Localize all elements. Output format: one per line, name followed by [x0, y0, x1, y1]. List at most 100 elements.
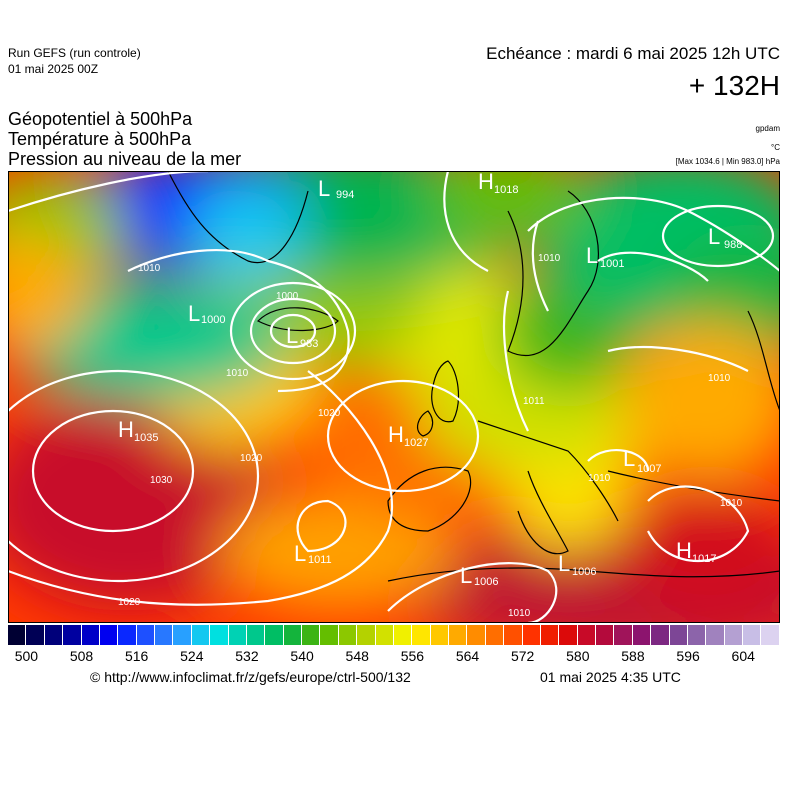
- color-scale-tick: 588: [621, 648, 645, 664]
- color-swatch: [63, 625, 82, 645]
- color-scale-tick: 532: [235, 648, 259, 664]
- color-scale-tick: 596: [676, 648, 700, 664]
- isobar-label: 1010: [720, 498, 743, 509]
- color-swatch: [706, 625, 725, 645]
- color-swatch: [577, 625, 596, 645]
- color-scale-ticks: 500 508 516 524 532 540 548 556 564 572 580 588 596 6…: [8, 648, 780, 668]
- low-value: 983: [300, 338, 318, 350]
- color-scale-tick: 604: [731, 648, 755, 664]
- parameter-geopotential: Géopotentiel à 500hPa: [8, 109, 193, 129]
- color-swatch: [265, 625, 284, 645]
- forecast-valid-time: Echéance : mardi 6 mai 2025 12h UTC: [486, 44, 780, 63]
- isobar-label: 1010: [508, 608, 531, 619]
- color-swatch: [632, 625, 652, 645]
- color-swatch: [357, 625, 376, 645]
- isobar-label: 1030: [150, 475, 173, 486]
- run-date: 01 mai 2025 00Z: [8, 62, 99, 76]
- color-swatch: [375, 625, 394, 645]
- color-scale-tick: 572: [510, 648, 535, 664]
- low-letter: L: [318, 176, 330, 201]
- color-swatch: [449, 625, 468, 645]
- color-scale-tick: 548: [345, 648, 369, 664]
- isobar-label: 1010: [588, 473, 611, 484]
- color-scale-tick: 556: [400, 648, 425, 664]
- color-swatch: [467, 625, 486, 645]
- high-letter: H: [118, 417, 134, 442]
- low-value: 988: [724, 239, 742, 251]
- color-swatch: [173, 625, 192, 645]
- color-swatch: [412, 625, 431, 645]
- color-swatch: [320, 625, 339, 645]
- color-swatch: [118, 625, 137, 645]
- isobars: [8, 171, 780, 623]
- isobar-label: 1000: [276, 291, 299, 302]
- color-swatch: [81, 625, 100, 645]
- color-swatch: [651, 625, 670, 645]
- color-swatch: [44, 625, 64, 645]
- isobar-label: 1010: [226, 368, 249, 379]
- low-value: 1007: [637, 463, 661, 475]
- color-swatch: [540, 625, 560, 645]
- color-swatch: [302, 625, 321, 645]
- color-scale-tick: 508: [69, 648, 94, 664]
- isobar-labels: 1030 1020 1020 1020 1010 1010 1010 1010 …: [118, 253, 743, 619]
- parameter-pressure: Pression au niveau de la mer: [8, 149, 242, 169]
- isobar-label: 1020: [118, 597, 141, 608]
- high-value: 1017: [692, 553, 716, 565]
- low-value: 1001: [600, 258, 624, 270]
- map-frame: [8, 171, 780, 623]
- color-scale-tick: 524: [180, 648, 204, 664]
- color-swatch: [761, 625, 780, 645]
- generation-time: 01 mai 2025 4:35 UTC: [540, 669, 681, 685]
- unit-temperature: °C: [771, 143, 780, 152]
- geopotential-field: [8, 171, 780, 623]
- color-swatch: [485, 625, 505, 645]
- lead-time: + 132H: [688, 70, 780, 101]
- isobar-label: 1010: [708, 373, 731, 384]
- color-swatch: [430, 625, 449, 645]
- unit-pressure-range: [Max 1034.6 | Min 983.0] hPa: [675, 157, 780, 166]
- color-swatch: [246, 625, 266, 645]
- pressure-centers: H 1035 H 1027 H 1018 H 1017 L 983 L 994 …: [118, 171, 742, 588]
- unit-geopotential: gpdam: [755, 124, 780, 133]
- isobar-label: 1020: [240, 453, 263, 464]
- isobar-label: 1010: [538, 253, 561, 264]
- color-scale-tick: 564: [455, 648, 480, 664]
- color-swatch: [743, 625, 762, 645]
- color-scale-tick: 500: [14, 648, 39, 664]
- color-swatch: [283, 625, 302, 645]
- color-swatch: [99, 625, 119, 645]
- color-swatch: [338, 625, 358, 645]
- weather-map: H 1035 H 1027 H 1018 H 1017 L 983 L 994 …: [8, 171, 780, 623]
- high-letter: H: [388, 422, 404, 447]
- color-swatch: [228, 625, 247, 645]
- high-value: 1027: [404, 437, 428, 449]
- color-swatch: [724, 625, 743, 645]
- color-swatch: [596, 625, 615, 645]
- high-value: 1035: [134, 432, 158, 444]
- low-letter: L: [188, 301, 200, 326]
- color-swatch: [155, 625, 174, 645]
- low-letter: L: [460, 563, 472, 588]
- color-swatch: [687, 625, 707, 645]
- color-scale-tick: 516: [124, 648, 149, 664]
- low-letter: L: [294, 541, 306, 566]
- color-scale-tick: 540: [290, 648, 314, 664]
- color-swatch: [393, 625, 413, 645]
- color-scale: [8, 625, 780, 645]
- low-letter: L: [558, 551, 570, 576]
- color-swatch: [136, 625, 155, 645]
- low-value: 1006: [572, 566, 596, 578]
- color-swatch: [26, 625, 45, 645]
- color-swatch: [8, 625, 27, 645]
- isobar-label: 1011: [523, 396, 545, 407]
- source-url[interactable]: © http://www.infoclimat.fr/z/gefs/europe…: [90, 669, 411, 685]
- low-value: 1000: [201, 314, 225, 326]
- color-swatch: [614, 625, 633, 645]
- color-swatch: [504, 625, 523, 645]
- low-letter: L: [623, 446, 635, 471]
- low-letter: L: [286, 323, 298, 348]
- low-value: 1011: [308, 554, 332, 566]
- color-swatch: [669, 625, 688, 645]
- high-letter: H: [676, 538, 692, 563]
